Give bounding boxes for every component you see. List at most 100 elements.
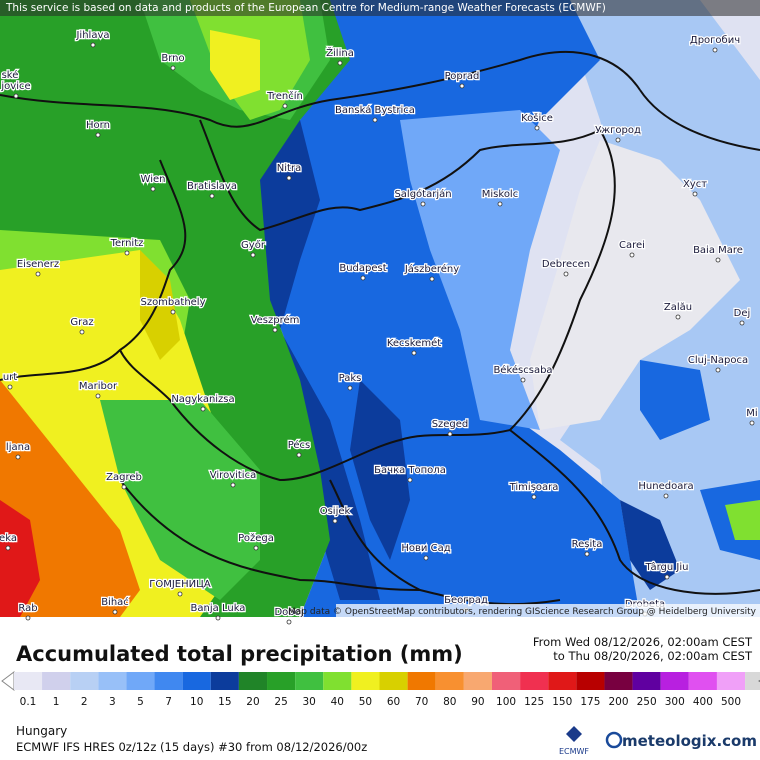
city-label: Jihlava [75,30,109,41]
city-label: Бачка Топола [374,465,446,476]
city-dot [347,385,353,391]
city-dot [749,420,755,426]
city-dot [209,193,215,199]
city-label: Horn [86,120,110,131]
city-dot [15,454,21,460]
colorbar-segment [98,672,127,690]
city-dot [230,482,236,488]
city-label: Maribor [79,381,118,392]
city-label: Požega [238,532,274,544]
colorbar-segment [70,672,99,690]
colorbar-label: 70 [415,696,428,708]
city-label: Baia Mare [693,245,743,256]
colorbar-label: 30 [303,696,316,708]
city-label: Bratislava [187,181,237,192]
info-panel: Accumulated total precipitation (mm) Fro… [1,635,760,756]
colorbar-segment [716,672,746,690]
colorbar-segment [13,672,43,690]
attribution: Map data © OpenStreetMap contributors, r… [288,607,757,617]
colorbar-label: 125 [524,696,544,708]
city-label: Carei [619,240,645,251]
colorbar-label: 90 [471,696,484,708]
city-dot [664,574,670,580]
city-dot [534,125,540,131]
colorbar-left-arrow [1,670,15,692]
city-dot [372,117,378,123]
colorbar-label: 1 [53,696,60,708]
colorbar-label: 0.1 [20,696,37,708]
city-label: Ужгород [595,125,641,136]
city-dot [429,276,435,282]
city-dot [712,47,718,53]
city-dot [296,452,302,458]
city-label: Banja Luka [191,603,246,614]
city-dot [423,555,429,561]
colorbar-segment [548,672,577,690]
city-label: Timișoara [509,482,559,493]
colorbar: 0.1 1 2 3 5 7 10 15 20 25 30 40 50 60 70 80 90 100 125 150 1… [1,670,760,708]
city-dot [420,201,426,207]
colorbar-label: 7 [165,696,172,708]
colorbar-label: 10 [190,696,203,708]
colorbar-label: 250 [637,696,657,708]
colorbar-segment [604,672,633,690]
city-dot [663,493,669,499]
colorbar-segment [491,672,521,690]
city-label: Nitra [277,163,301,174]
notice: This service is based on data and produc… [5,2,606,14]
ecmwf-logo: ECMWF [559,747,589,756]
city-dot [170,309,176,315]
colorbar-label: 300 [665,696,685,708]
city-label: Győr [241,239,266,251]
city-label: Salgótarján [394,188,451,200]
city-label: Ternitz [110,238,144,249]
colorbar-label: 500 [721,696,741,708]
city-dot [584,551,590,557]
city-label: Poprad [445,71,480,82]
city-dot [459,83,465,89]
colorbar-segment [182,672,211,690]
city-label: Reșița [572,539,603,550]
city-dot [95,393,101,399]
city-dot [121,484,127,490]
city-dot [715,367,721,373]
city-label: Graz [70,317,93,328]
colorbar-segment [463,672,492,690]
city-label: Osijek [320,506,351,517]
city-dot [286,175,292,181]
city-dot [170,65,176,71]
colorbar-segment [126,672,155,690]
city-dot [675,314,681,320]
colorbar-label: 40 [331,696,344,708]
city-dot [177,591,183,597]
model-info: ECMWF IFS HRES 0z/12z (15 days) #30 from… [16,740,367,754]
city-dot [332,518,338,524]
city-dot [360,275,366,281]
city-dot [90,42,96,48]
brand: meteologix.com [622,732,757,750]
colorbar-segment [323,672,352,690]
city-label: Paks [339,373,362,384]
city-label: Žilina [326,46,354,59]
city-label: Miskolc [482,189,518,200]
city-dot [253,545,259,551]
city-dot [286,619,292,625]
city-dot [250,252,256,258]
city-dot [497,201,503,207]
city-dot [563,271,569,277]
city-label: urt [3,372,17,383]
city-label: Veszprém [251,314,300,326]
city-dot [411,350,417,356]
colorbar-label: 400 [693,696,713,708]
city-label: Jászberény [404,263,459,275]
city-label: Mi [746,408,757,419]
city-dot [715,257,721,263]
colorbar-segment [632,672,661,690]
city-dot [615,137,621,143]
colorbar-segment [42,672,71,690]
city-label: Eisenerz [17,259,59,270]
city-dot [629,252,635,258]
map: Jihlava Brno Žilina Poprad Дрогобич skéjovice… [0,0,760,625]
colorbar-label: 15 [218,696,231,708]
